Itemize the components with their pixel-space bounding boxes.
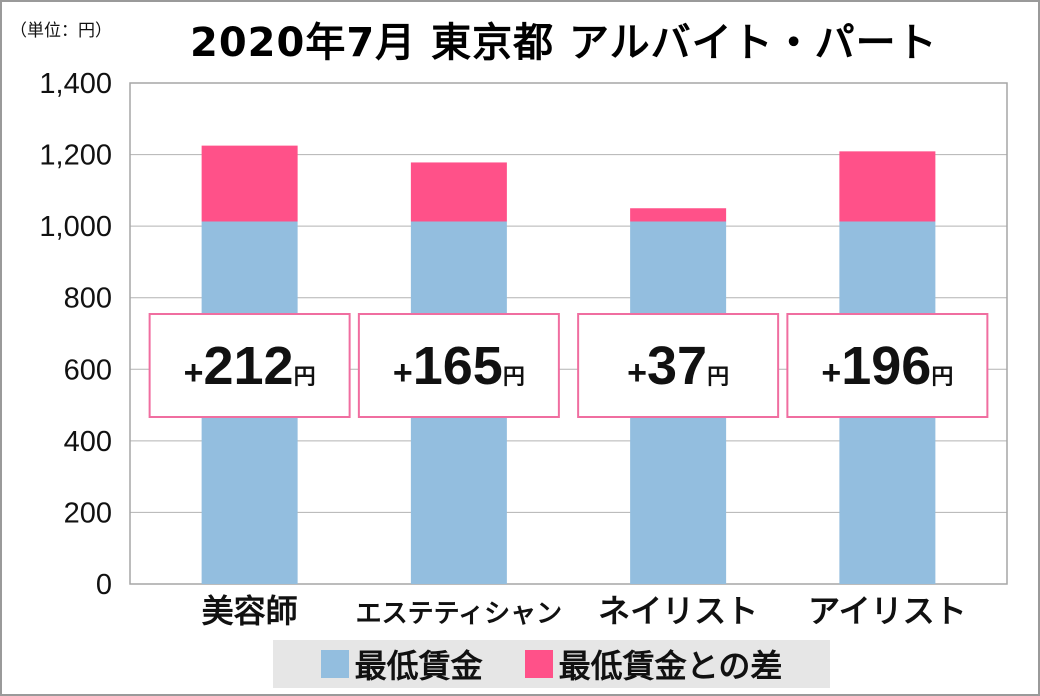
bar-segment-difference — [839, 151, 936, 222]
difference-label-box — [148, 313, 351, 418]
difference-label-part: 37 — [647, 336, 707, 396]
difference-label-part: 円 — [707, 365, 729, 390]
difference-label-box — [357, 313, 560, 418]
y-tick-label: 1,000 — [39, 211, 112, 243]
difference-label-part: 円 — [931, 365, 953, 390]
y-tick-label: 200 — [64, 497, 112, 529]
difference-label-part: 円 — [294, 365, 316, 390]
y-tick-label: 1,400 — [39, 68, 112, 100]
difference-label-part: 円 — [503, 365, 525, 390]
difference-label: +212円 — [184, 336, 316, 396]
difference-label-box — [577, 313, 780, 418]
y-tick-label: 1,200 — [39, 140, 112, 172]
legend-label: 最低賃金 — [354, 647, 483, 685]
bar-segment-difference — [201, 145, 298, 222]
x-tick-label: アイリスト — [808, 592, 966, 630]
legend-swatch — [524, 650, 553, 678]
difference-label-part: + — [627, 354, 647, 392]
bar-segment-difference — [630, 208, 727, 222]
difference-label-part: 212 — [203, 336, 293, 396]
x-tick-label: ネイリスト — [598, 592, 758, 630]
difference-label-part: + — [393, 354, 413, 392]
difference-label: +37円 — [627, 336, 729, 396]
y-tick-label: 400 — [64, 426, 112, 458]
y-tick-label: 600 — [64, 354, 112, 386]
difference-label-part: + — [821, 354, 841, 392]
legend-item-difference: 最低賃金との差 — [524, 641, 783, 687]
legend-item-min-wage: 最低賃金 — [320, 641, 483, 687]
legend-swatch — [320, 650, 349, 678]
y-tick-label: 800 — [64, 283, 112, 315]
y-tick-label: 0 — [96, 569, 112, 601]
difference-label-part: 165 — [413, 336, 503, 396]
difference-label-part: 196 — [841, 336, 931, 396]
x-tick-label: エステティシャン — [356, 599, 562, 629]
difference-label: +196円 — [821, 336, 953, 396]
chart-title: 2020年7月 東京都 アルバイト・パート — [190, 20, 938, 66]
legend: 最低賃金 最低賃金との差 — [273, 640, 830, 688]
bar-segment-difference — [410, 162, 507, 222]
plot-area-border — [129, 82, 1008, 585]
legend-label: 最低賃金との差 — [558, 647, 783, 685]
x-tick-label: 美容師 — [202, 592, 298, 630]
difference-label-box — [786, 313, 989, 418]
unit-label: （単位：円） — [10, 21, 112, 41]
difference-label-part: + — [184, 354, 204, 392]
difference-label: +165円 — [393, 336, 525, 396]
